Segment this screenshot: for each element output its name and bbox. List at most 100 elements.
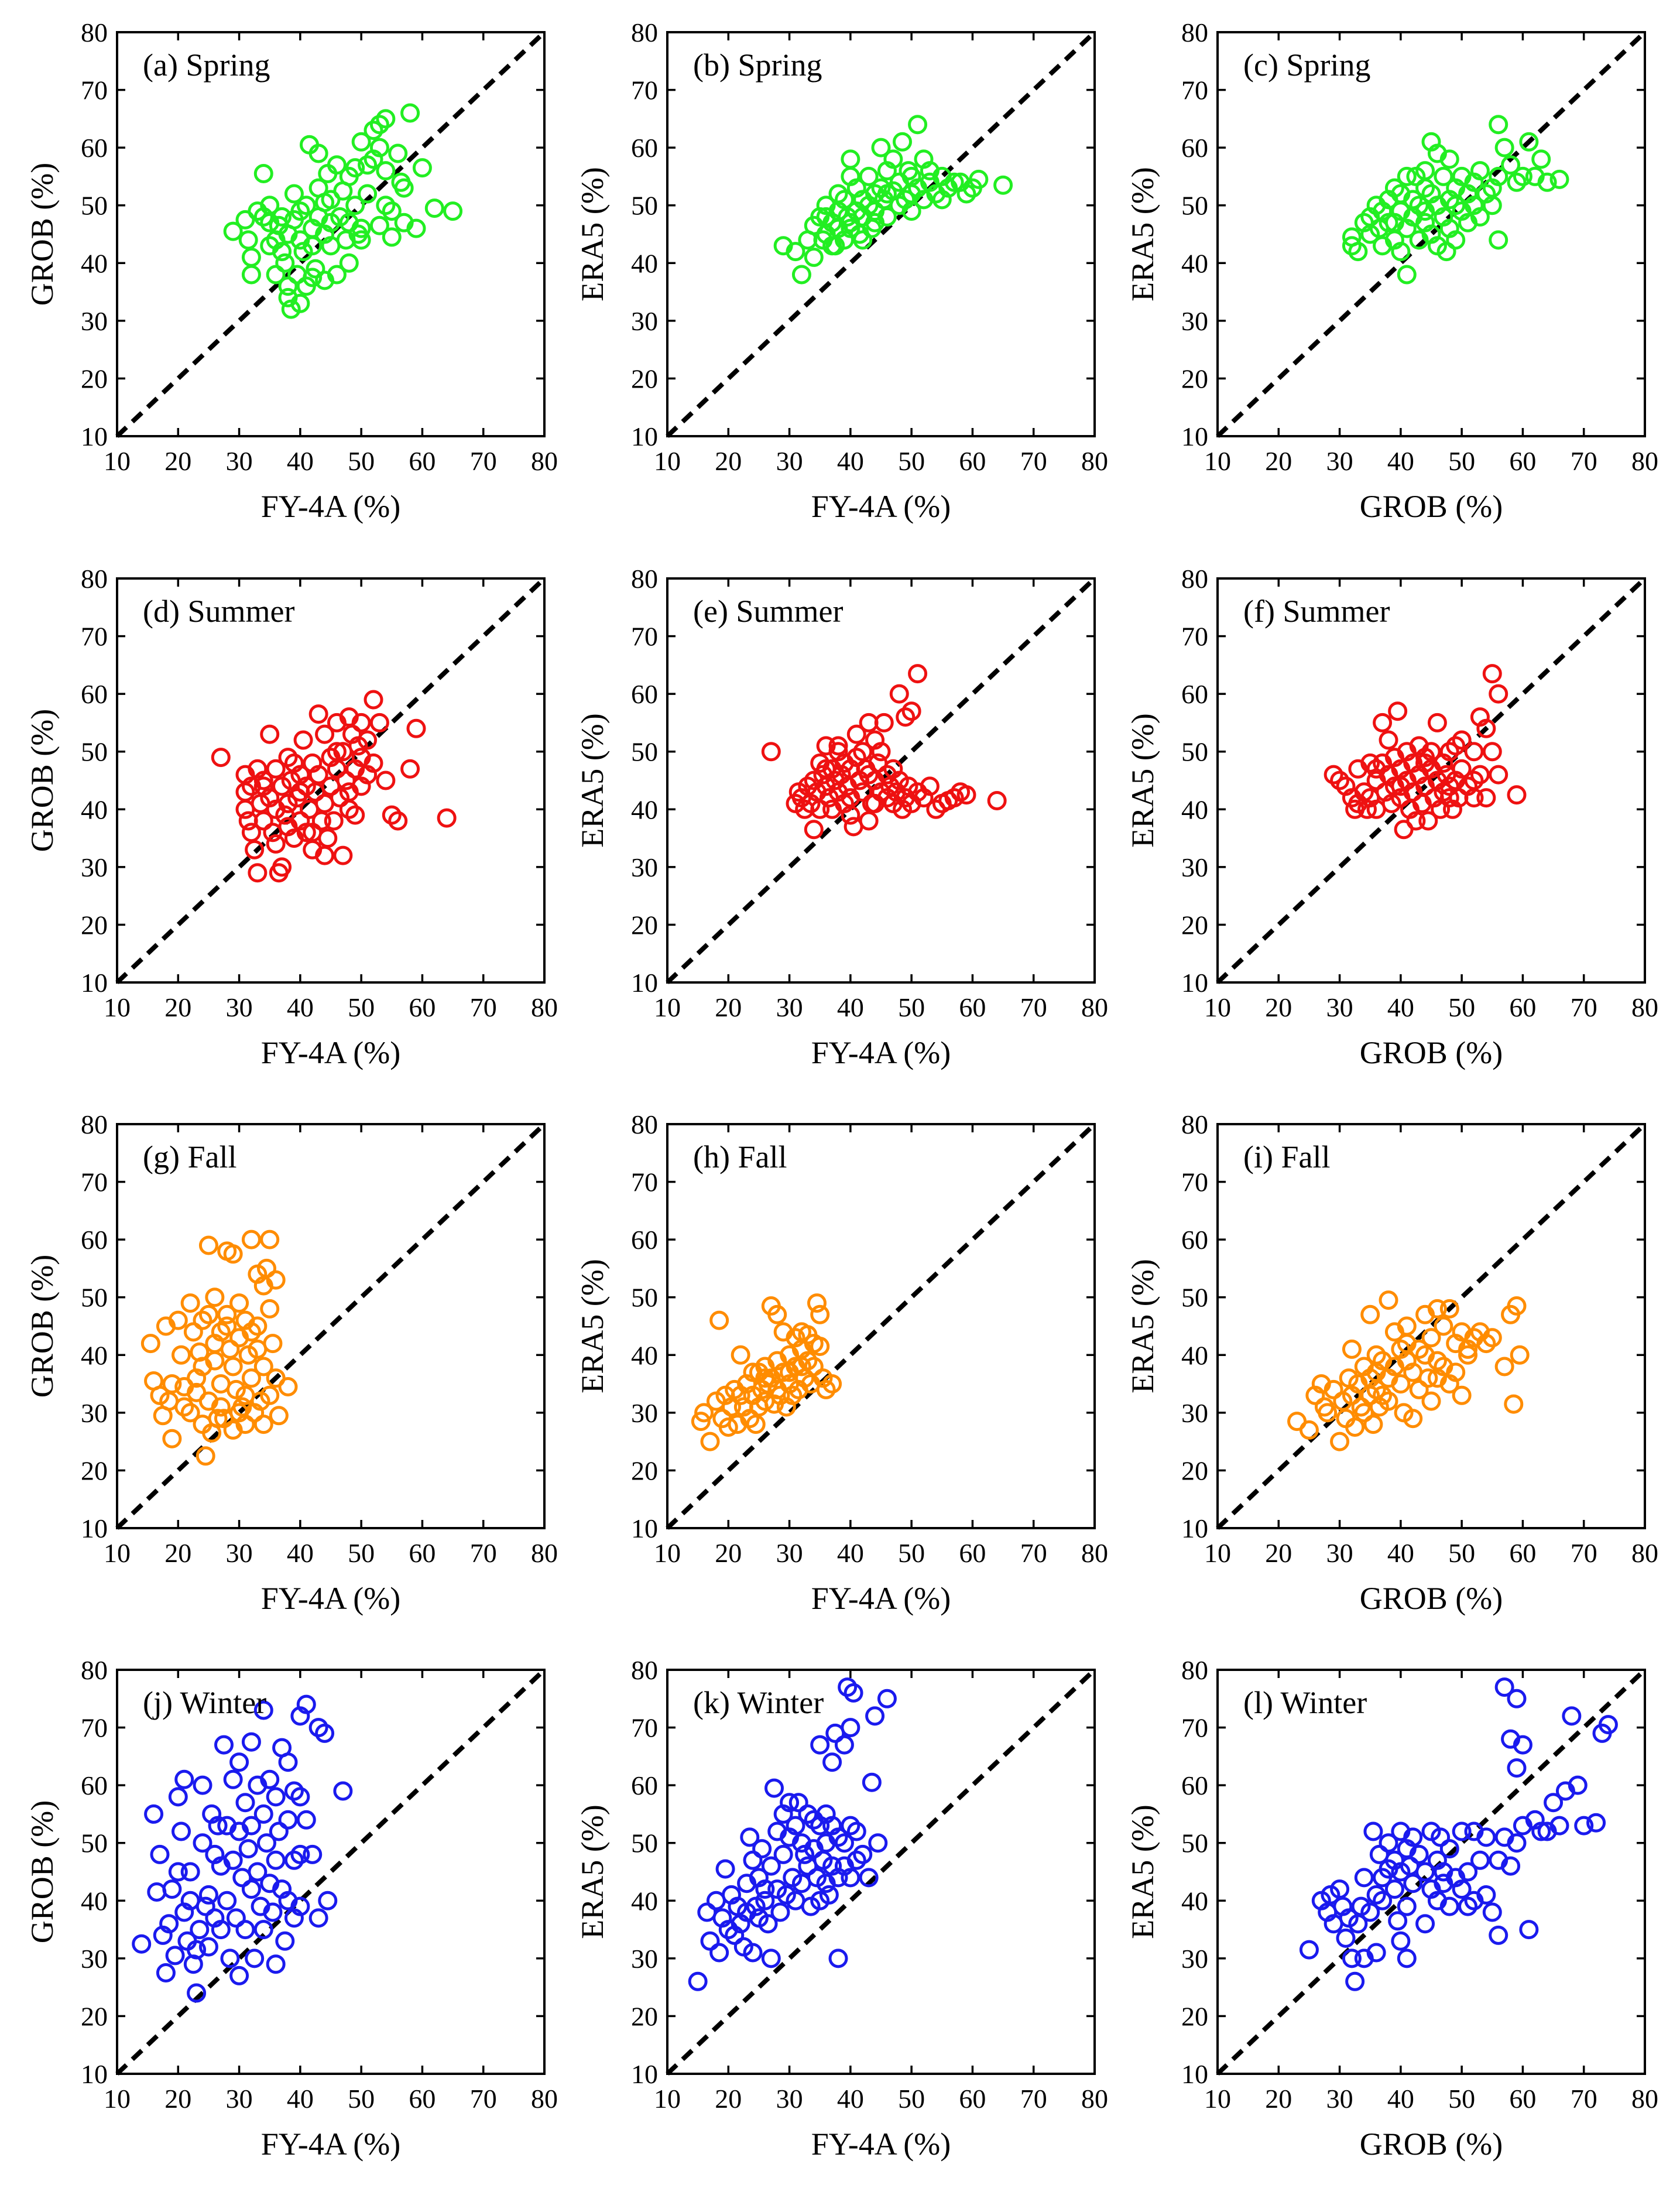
panel-2-point (1446, 230, 1466, 250)
panel-0-point (303, 268, 323, 287)
panel-4-point (987, 791, 1007, 810)
panel-10-x-tick-label: 40 (837, 2084, 864, 2114)
panel-0-point (284, 184, 304, 204)
panel-0-point (238, 230, 258, 250)
panel-0-point (290, 201, 310, 221)
panel-8-x-tick-label: 50 (1448, 1538, 1475, 1568)
panel-6-point (198, 1235, 218, 1255)
panel-4-one-to-one-line (666, 577, 1096, 984)
panel-0-point (296, 196, 316, 215)
panel-11-point (1568, 1775, 1588, 1795)
panel-10-point (868, 1833, 888, 1853)
panel-9-point (193, 1775, 212, 1795)
panel-2-point (1397, 265, 1417, 285)
panel-4-point (896, 707, 916, 727)
panel-9-point (132, 1934, 152, 1954)
panel-3-point (406, 718, 426, 738)
panel-10-point (828, 1949, 848, 1968)
panel-11-point (1299, 1940, 1319, 1960)
panel-0-point (406, 218, 426, 238)
panel-10-x-tick-label: 20 (715, 2084, 742, 2114)
panel-9-point (241, 1732, 261, 1752)
panel-1-point (871, 138, 891, 157)
panel-5-point (1482, 742, 1502, 762)
panel-9-plot-area (116, 1669, 546, 2075)
panel-11-point (1397, 1896, 1417, 1916)
panel-11-x-tick-label: 50 (1448, 2084, 1475, 2114)
panel-9-point (308, 1908, 328, 1928)
panel-5-point (1427, 713, 1447, 732)
panel-9-point (217, 1891, 237, 1910)
panel-0-point (382, 227, 402, 247)
panel-6-x-tick-label: 70 (470, 1538, 497, 1568)
panel-9-point (269, 1821, 289, 1841)
panel-6-point (172, 1345, 191, 1365)
panel-0-point (369, 115, 389, 135)
panel-9-point (165, 1946, 185, 1965)
panel-9-point (190, 1920, 210, 1940)
panel-0-point (278, 276, 298, 296)
panel-10-y-tick-label: 70 (631, 1713, 658, 1743)
panel-3-x-axis-label: FY-4A (%) (261, 1035, 401, 1070)
panel-5-point (1464, 771, 1484, 790)
panel-10-y-tick-label: 50 (631, 1828, 658, 1858)
panel-8-point (1510, 1345, 1530, 1365)
panel-6-plot-area (116, 1123, 546, 1529)
panel-9-point (226, 1908, 246, 1928)
panel-1-point (901, 201, 921, 221)
panel-6-point (217, 1304, 237, 1324)
panel-3-x-tick-label: 30 (226, 992, 253, 1022)
panel-6-y-tick-label: 20 (81, 1456, 108, 1485)
panel-10-point (865, 1706, 885, 1726)
panel-7-y-tick-label: 30 (631, 1398, 658, 1428)
panel-1-point (853, 230, 873, 250)
panel-3-point (333, 845, 353, 865)
panel-5-x-tick-label: 70 (1571, 992, 1597, 1022)
panel-5-x-tick-label: 50 (1448, 992, 1475, 1022)
panel-3-one-to-one-line (115, 577, 546, 984)
panel-3-point (278, 817, 298, 837)
panel-1-point (804, 247, 824, 267)
panel-9-point (284, 1781, 304, 1801)
panel-11-y-axis-label: ERA5 (%) (1125, 1804, 1160, 1939)
panel-5-point (1324, 765, 1343, 785)
panel-3-point (376, 771, 396, 790)
panel-7-point (810, 1304, 830, 1324)
panel-10-point (788, 1793, 808, 1813)
panel-4-y-tick-label: 30 (631, 852, 658, 882)
panel-2-point (1434, 166, 1453, 186)
panel-1-y-tick-label: 60 (631, 133, 658, 163)
panel-1-x-tick-label: 70 (1020, 446, 1047, 476)
panel-3-x-tick-label: 60 (409, 992, 436, 1022)
panel-6-point (253, 1357, 273, 1376)
panel-6-point (162, 1374, 182, 1394)
panel-0-point (272, 207, 292, 227)
panel-6-y-tick-label: 40 (81, 1340, 108, 1370)
panel-3-point (315, 845, 335, 865)
panel-11-point (1501, 1856, 1521, 1876)
panel-6-point (260, 1230, 280, 1249)
panel-11-title: (l) Winter (1243, 1685, 1367, 1720)
panel-9-point (147, 1882, 167, 1902)
panel-7-point (700, 1432, 720, 1451)
panel-5-point (1476, 718, 1496, 738)
panel-10-point (755, 1879, 775, 1899)
panel-3-point (260, 724, 280, 744)
panel-2-point (1537, 172, 1557, 192)
panel-9-point (278, 1810, 298, 1830)
panel-8-title: (i) Fall (1243, 1139, 1330, 1174)
panel-6-point (208, 1409, 228, 1429)
panel-5-point (1482, 664, 1502, 684)
panel-10-point (798, 1804, 818, 1824)
panel-0-point (266, 265, 286, 285)
panel-0-x-tick-label: 40 (287, 446, 314, 476)
panel-0-x-tick-label: 10 (104, 446, 131, 476)
panel-9-point (211, 1920, 231, 1940)
panel-6-point (241, 1322, 261, 1342)
panel-2-point (1501, 155, 1521, 175)
panel-1-point (822, 236, 842, 256)
panel-6-point (223, 1420, 243, 1440)
panel-8-point (1421, 1328, 1441, 1348)
panel-6-x-tick-label: 10 (104, 1538, 131, 1568)
panel-0-point (223, 221, 243, 241)
